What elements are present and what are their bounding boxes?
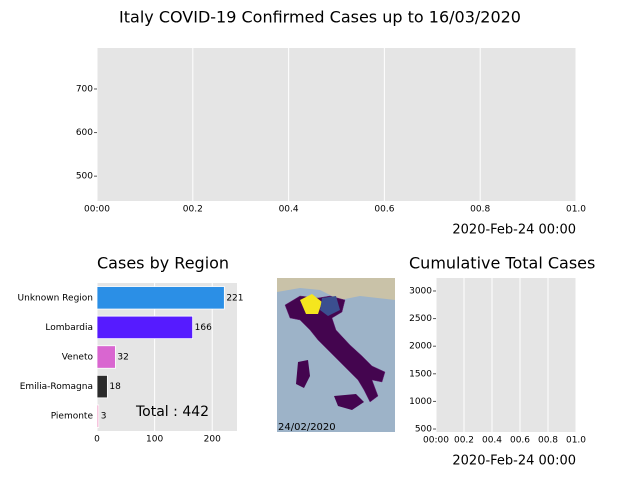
bar: [96, 345, 116, 369]
x-tick-label: 01.0: [566, 205, 586, 215]
bar: [96, 286, 225, 310]
category-label: Veneto: [62, 353, 94, 363]
bar: [96, 315, 194, 340]
value-label: 18: [109, 382, 121, 392]
map-date: 24/02/2020: [278, 422, 336, 433]
x-tick-label: 00:00: [84, 205, 110, 215]
value-label: 3: [101, 412, 107, 422]
y-tick-label: 2500: [409, 314, 432, 324]
y-tick-label: 1500: [409, 369, 432, 379]
y-tick-label: 1000: [409, 397, 432, 407]
x-tick-label: 200: [204, 435, 221, 445]
map-italy: [284, 295, 386, 403]
plot-area: [97, 48, 576, 201]
annotation: Total : 442: [135, 404, 209, 420]
x-tick-label: 00.2: [183, 205, 203, 215]
category-label: Piemonte: [51, 412, 94, 422]
x-tick-label: 01.0: [566, 436, 586, 446]
value-label: 32: [117, 353, 128, 363]
y-tick-label: 600: [76, 128, 93, 138]
x-tick-label: 00.8: [538, 436, 558, 446]
value-label: 166: [195, 323, 212, 333]
bar: [96, 404, 100, 428]
plot-area: [436, 278, 576, 432]
x-axis-label: 2020-Feb-24 00:00: [452, 454, 576, 469]
figure-title: Italy COVID-19 Confirmed Cases up to 16/…: [119, 8, 521, 27]
bar: [96, 374, 108, 399]
x-tick-label: 00.6: [510, 436, 530, 446]
x-tick-label: 00.4: [279, 205, 299, 215]
map: 24/02/2020: [277, 278, 395, 433]
x-tick-label: 00.8: [470, 205, 490, 215]
map-lombardia: [300, 294, 322, 314]
category-label: Unknown Region: [18, 293, 93, 303]
y-tick-label: 700: [76, 84, 93, 94]
x-tick-label: 100: [146, 435, 163, 445]
x-tick-label: 00.2: [454, 436, 474, 446]
y-tick-label: 500: [76, 172, 93, 182]
map-sardinia: [296, 360, 310, 388]
x-tick-label: 00.6: [374, 205, 394, 215]
x-tick-label: 00:00: [423, 436, 449, 446]
x-axis-label: 2020-Feb-24 00:00: [452, 223, 576, 238]
map-sicily: [334, 394, 364, 410]
x-tick-label: 00.4: [482, 436, 502, 446]
category-label: Emilia-Romagna: [20, 382, 93, 392]
value-label: 221: [226, 293, 243, 303]
chart-title: Cumulative Total Cases: [409, 254, 595, 273]
y-tick-label: 3000: [409, 286, 432, 296]
map-land: [277, 278, 395, 300]
chart-title: Cases by Region: [97, 254, 229, 273]
y-tick-label: 500: [415, 425, 432, 435]
y-tick-label: 2000: [409, 342, 432, 352]
x-tick-label: 0: [94, 435, 100, 445]
map-veneto: [320, 296, 340, 316]
category-label: Lombardia: [45, 323, 93, 333]
